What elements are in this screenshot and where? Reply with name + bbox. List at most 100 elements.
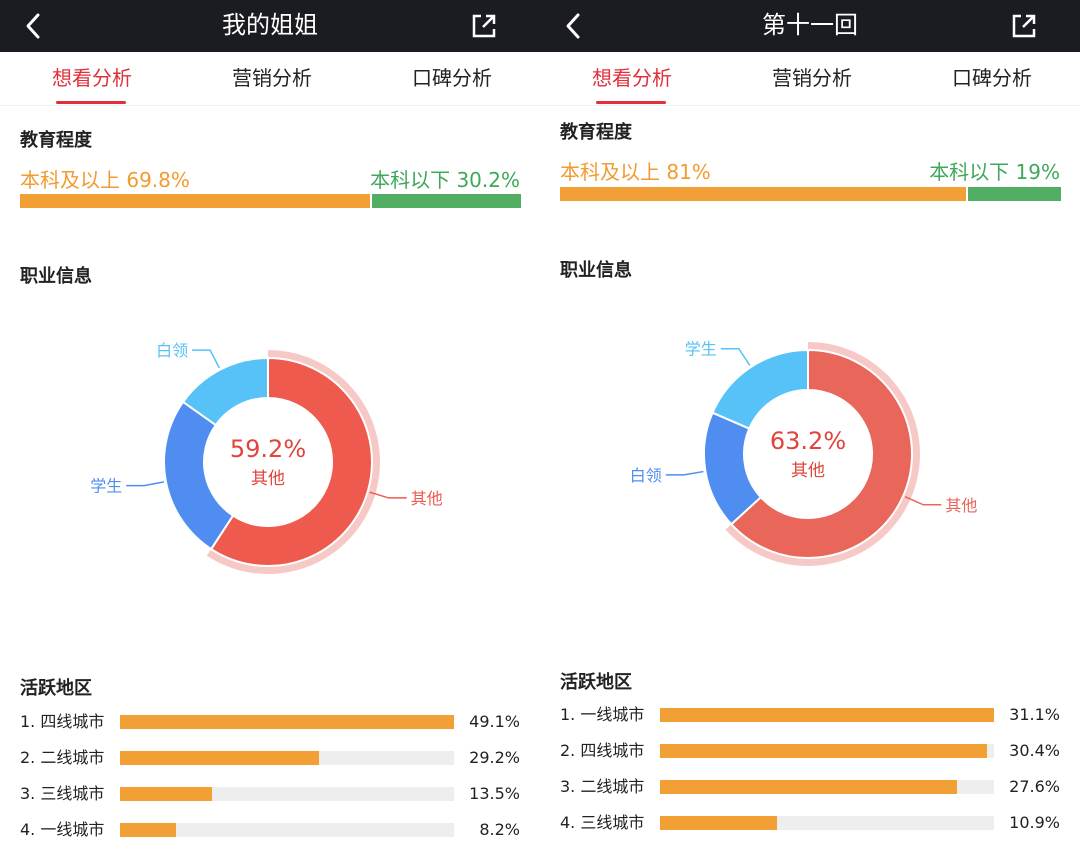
donut-labels: 其他 学生 白领 — [90, 341, 443, 508]
region-label: 4. 一线城市 — [20, 820, 105, 839]
region-row: 3. 二线城市 27.6% — [540, 772, 1080, 802]
region-bar-track — [660, 708, 994, 722]
tab-bar: 想看分析 营销分析 口碑分析 — [0, 52, 540, 106]
tab-marketing-analysis[interactable]: 营销分析 — [772, 66, 852, 90]
donut-slices — [703, 342, 920, 566]
region-value: 13.5% — [469, 784, 520, 803]
top-bar: 第十一回 — [540, 0, 1080, 52]
donut-center-label: 其他 — [251, 469, 285, 489]
education-below-label: 本科以下 — [370, 168, 451, 192]
education-title: 教育程度 — [20, 130, 92, 151]
donut-slice[interactable] — [209, 356, 373, 567]
tab-marketing-analysis[interactable]: 营销分析 — [232, 66, 312, 90]
region-label: 3. 三线城市 — [20, 784, 105, 803]
donut-slice-highlight — [725, 342, 920, 566]
donut-slice[interactable] — [163, 400, 235, 551]
donut-slice-label: 其他 — [945, 496, 977, 515]
region-row: 3. 三线城市 13.5% — [0, 779, 540, 809]
education-above-label: 本科及以上 — [20, 168, 120, 192]
education-bar-below — [965, 187, 1061, 201]
donut-leader-line — [720, 347, 751, 366]
tab-want-analysis[interactable]: 想看分析 — [52, 66, 132, 90]
education-below-label: 本科以下 — [929, 160, 1010, 184]
education-below: 本科以下 19% — [929, 156, 1060, 185]
region-value: 31.1% — [1009, 705, 1060, 724]
region-label: 2. 四线城市 — [560, 741, 645, 760]
donut-slice[interactable] — [181, 356, 269, 427]
donut-slice[interactable] — [711, 348, 809, 430]
region-bar-fill — [660, 780, 957, 794]
region-title: 活跃地区 — [20, 678, 92, 699]
region-bar-fill — [120, 823, 176, 837]
region-value: 29.2% — [469, 748, 520, 767]
region-row: 4. 三线城市 10.9% — [540, 808, 1080, 838]
region-row: 2. 二线城市 29.2% — [0, 743, 540, 773]
tab-want-analysis[interactable]: 想看分析 — [592, 66, 672, 90]
region-bar-track — [660, 780, 994, 794]
donut-center-value: 59.2% — [230, 435, 306, 463]
education-above-label: 本科及以上 — [560, 160, 660, 184]
region-value: 27.6% — [1009, 777, 1060, 796]
donut-slice-label: 学生 — [685, 340, 717, 359]
page-title: 第十一回 — [762, 11, 858, 39]
donut-labels: 其他 白领 学生 — [630, 340, 978, 515]
region-label: 2. 二线城市 — [20, 748, 105, 767]
region-row: 1. 四线城市 49.1% — [0, 707, 540, 737]
region-value: 10.9% — [1009, 813, 1060, 832]
education-bar — [20, 194, 521, 208]
region-row: 4. 一线城市 8.2% — [0, 815, 540, 845]
region-bar-track — [660, 744, 994, 758]
education-above-value: 81% — [666, 160, 711, 184]
region-bar-track — [120, 715, 454, 729]
region-label: 3. 二线城市 — [560, 777, 645, 796]
donut-slice-label: 学生 — [90, 477, 122, 496]
region-bar-fill — [120, 715, 454, 729]
donut-leader-line — [904, 496, 942, 506]
share-icon[interactable] — [1008, 10, 1040, 42]
region-bar-track — [120, 751, 454, 765]
education-bar — [560, 187, 1061, 201]
region-bar-track — [120, 823, 454, 837]
region-label: 1. 一线城市 — [560, 705, 645, 724]
tab-reputation-analysis[interactable]: 口碑分析 — [952, 66, 1032, 90]
donut-slice-label: 白领 — [630, 466, 662, 485]
share-icon[interactable] — [468, 10, 500, 42]
region-value: 30.4% — [1009, 741, 1060, 760]
donut-leader-line — [369, 491, 407, 499]
education-bar-above — [560, 187, 966, 201]
region-row: 2. 四线城市 30.4% — [540, 736, 1080, 766]
tab-active-underline — [596, 101, 666, 104]
donut-slice-label: 白领 — [156, 341, 188, 360]
tab-active-underline — [56, 101, 126, 104]
tab-reputation-analysis[interactable]: 口碑分析 — [412, 66, 492, 90]
content-card: 想看分析 营销分析 口碑分析 教育程度 本科及以上 69.8% 本科以下 30.… — [0, 52, 540, 853]
region-bar-fill — [660, 816, 777, 830]
region-value: 8.2% — [479, 820, 520, 839]
donut-slice[interactable] — [729, 348, 913, 559]
education-below: 本科以下 30.2% — [370, 164, 520, 193]
top-bar: 我的姐姐 — [0, 0, 540, 52]
region-bar-track — [120, 787, 454, 801]
education-above-value: 69.8% — [126, 168, 190, 192]
donut-leader-line — [126, 481, 165, 487]
tab-bar: 想看分析 营销分析 口碑分析 — [540, 52, 1080, 106]
region-label: 4. 三线城市 — [560, 813, 645, 832]
content-card: 想看分析 营销分析 口碑分析 教育程度 本科及以上 81% 本科以下 19% 职… — [540, 52, 1080, 853]
donut-slice-label: 其他 — [411, 489, 443, 508]
region-title: 活跃地区 — [560, 672, 632, 693]
occupation-donut-chart: 其他 白领 学生 63.2% 其他 — [630, 340, 978, 566]
region-bar-fill — [120, 751, 319, 765]
page-title: 我的姐姐 — [222, 11, 318, 39]
donut-slices — [163, 350, 380, 574]
region-bar-fill — [660, 744, 987, 758]
occupation-donut-chart: 其他 学生 白领 59.2% 其他 — [90, 341, 443, 574]
occupation-title: 职业信息 — [20, 266, 92, 287]
donut-leader-line — [665, 470, 704, 476]
region-value: 49.1% — [469, 712, 520, 731]
panel-left: 我的姐姐 想看分析 营销分析 口碑分析 教育程度 本科及以上 69.8% 本科以… — [0, 0, 540, 853]
chevron-left-icon[interactable] — [558, 10, 590, 42]
chevron-left-icon[interactable] — [18, 10, 50, 42]
region-bar-track — [660, 816, 994, 830]
region-row: 1. 一线城市 31.1% — [540, 700, 1080, 730]
